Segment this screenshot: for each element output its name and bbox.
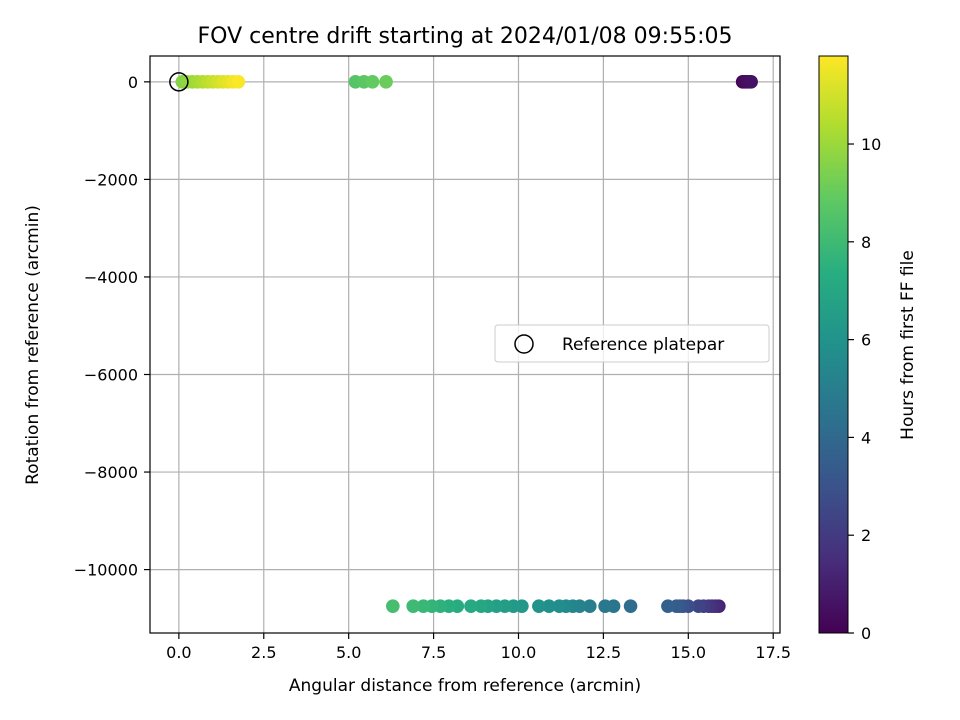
data-point (661, 599, 675, 613)
colorbar-tick-label: 8 (861, 233, 871, 252)
colorbar-tick-label: 10 (861, 135, 881, 154)
data-point (379, 75, 393, 89)
data-point (231, 75, 246, 89)
x-tick-label: 12.5 (586, 643, 622, 662)
data-point (623, 599, 638, 613)
colorbar-tick-label: 2 (861, 526, 871, 545)
y-tick-label: −8000 (84, 463, 138, 482)
colorbar (818, 55, 849, 634)
data-point (474, 599, 488, 613)
x-tick-label: 7.5 (421, 643, 446, 662)
x-axis-label: Angular distance from reference (arcmin) (289, 676, 641, 696)
legend-entry-label: Reference platepar (562, 335, 724, 355)
x-tick-label: 15.0 (670, 643, 706, 662)
y-tick-label: −10000 (74, 561, 138, 580)
colorbar-label: Hours from first FF file (898, 250, 918, 440)
scatter-points (175, 75, 758, 613)
reference-marker-layer (169, 72, 189, 92)
legend-box (494, 324, 770, 363)
chart-title: FOV centre drift starting at 2024/01/08 … (198, 24, 733, 49)
y-axis-ticks: 0 −2000 −4000 −6000 −8000 −10000 (74, 73, 150, 580)
data-point (464, 599, 478, 613)
colorbar-tick-label: 4 (861, 428, 871, 447)
data-point (583, 599, 597, 613)
colorbar-ticks: 0 2 4 6 8 10 (848, 135, 881, 643)
x-tick-label: 10.0 (501, 643, 537, 662)
reference-platepar-marker (169, 72, 189, 92)
data-point (691, 599, 706, 613)
plot-frame (149, 55, 781, 634)
x-axis-ticks: 0.0 2.5 5.0 7.5 10.0 12.5 15.0 17.5 (166, 633, 791, 662)
data-point (365, 75, 380, 89)
x-tick-label: 0.0 (166, 643, 191, 662)
data-point (532, 599, 546, 613)
y-tick-label: −2000 (84, 170, 138, 189)
y-tick-label: −6000 (84, 365, 138, 384)
y-tick-label: −4000 (84, 268, 138, 287)
data-point (386, 599, 400, 613)
data-point (406, 599, 421, 613)
y-tick-label: 0 (128, 73, 138, 92)
colorbar-tick-label: 6 (861, 331, 871, 350)
data-point (552, 599, 567, 613)
x-tick-label: 17.5 (755, 643, 791, 662)
x-tick-label: 2.5 (251, 643, 276, 662)
data-point (598, 599, 612, 613)
data-point (416, 599, 431, 613)
data-point (744, 75, 758, 89)
data-point (542, 599, 556, 613)
legend-marker-icon (514, 334, 534, 354)
legend: Reference platepar (494, 324, 770, 363)
colorbar-tick-label: 0 (861, 624, 871, 643)
x-tick-label: 5.0 (336, 643, 361, 662)
y-axis-label: Rotation from reference (arcmin) (23, 205, 43, 485)
